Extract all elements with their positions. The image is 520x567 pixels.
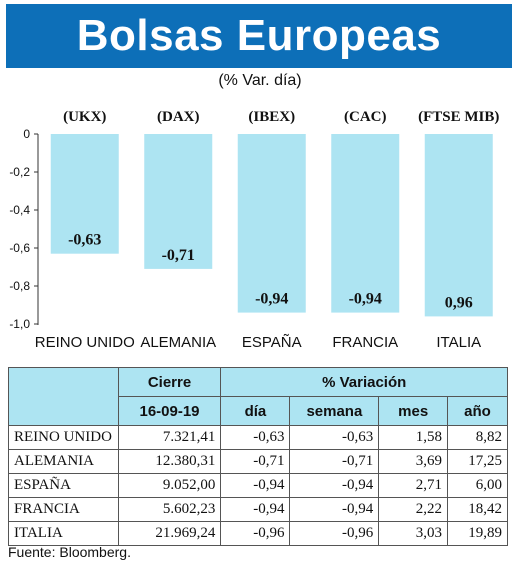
cierre-cell: 9.052,00 [117,473,222,498]
category-label: ITALIA [436,334,481,351]
row-name-cell: ITALIA [8,521,119,546]
bar [331,134,400,313]
semana-cell: -0,63 [289,425,380,450]
header-dia: día [220,396,291,426]
y-tick-label: -0,2 [9,165,30,179]
bar [424,134,493,317]
chart-subtitle: (% Var. día) [218,72,302,89]
dia-cell: -0,96 [220,521,291,546]
chart-title: Bolsas Europeas [76,11,442,60]
data-label: -0,94 [255,291,288,308]
ano-cell: 18,42 [447,497,508,522]
row-name-cell: REINO UNIDO [8,425,119,450]
header-mes: mes [378,396,449,426]
table-sub-header-row: 16-09-19 día semana mes año [9,396,508,426]
header-variacion: % Variación [220,367,508,397]
cierre-cell: 5.602,23 [117,497,222,522]
mes-cell: 1,58 [378,425,449,450]
index-table: Cierre % Variación 16-09-19 día semana m… [8,367,508,546]
data-label: -0,71 [162,247,195,264]
table-row: ALEMANIA 12.380,31 -0,71 -0,71 3,69 17,25 [8,449,508,474]
dia-cell: -0,71 [220,449,291,474]
bar-chart: 0 -0,2 -0,4 -0,6 -0,8 -1,0 (UKX) -0,63 REINO UNI… [9,109,499,351]
header-date: 16-09-19 [117,396,222,426]
ano-cell: 17,25 [447,449,508,474]
semana-cell: -0,96 [289,521,380,546]
ticker-label: (CAC) [344,109,387,125]
semana-cell: -0,94 [289,497,380,522]
y-tick-label: 0 [23,127,30,141]
dia-cell: -0,94 [220,497,291,522]
category-label: ALEMANIA [140,334,216,351]
mes-cell: 2,71 [378,473,449,498]
cierre-cell: 12.380,31 [117,449,222,474]
ticker-label: (FTSE MIB) [418,109,499,125]
ticker-label: (DAX) [157,109,200,125]
semana-cell: -0,94 [289,473,380,498]
row-name-cell: FRANCIA [8,497,119,522]
header-cierre: Cierre [117,367,222,397]
title-banner: Bolsas Europeas [6,4,512,68]
cierre-cell: 21.969,24 [117,521,222,546]
source-note: Fuente: Bloomberg. [8,544,131,560]
y-tick-label: -0,4 [9,203,30,217]
category-label: ESPAÑA [242,334,302,351]
bar [50,134,119,254]
table-body: REINO UNIDO 7.321,41 -0,63 -0,63 1,58 8,82 ALE… [8,425,508,546]
y-tick-label: -1,0 [9,317,30,331]
ticker-label: (UKX) [63,109,106,125]
data-table-container: Cierre % Variación 16-09-19 día semana m… [8,367,508,546]
y-tick-label: -0,8 [9,279,30,293]
mes-cell: 3,03 [378,521,449,546]
corner-header-cell [8,367,119,426]
category-label: REINO UNIDO [35,334,135,351]
table-row: ESPAÑA 9.052,00 -0,94 -0,94 2,71 6,00 [8,473,508,498]
bar [144,134,213,269]
cierre-cell: 7.321,41 [117,425,222,450]
dia-cell: -0,63 [220,425,291,450]
ticker-label: (IBEX) [248,109,295,125]
dia-cell: -0,94 [220,473,291,498]
table-row: REINO UNIDO 7.321,41 -0,63 -0,63 1,58 8,82 [8,425,508,450]
bar [237,134,306,313]
ano-cell: 19,89 [447,521,508,546]
header-semana: semana [289,396,380,426]
y-tick-label: -0,6 [9,241,30,255]
table-row: FRANCIA 5.602,23 -0,94 -0,94 2,22 18,42 [8,497,508,522]
mes-cell: 2,22 [378,497,449,522]
header-ano: año [447,396,508,426]
row-name-cell: ALEMANIA [8,449,119,474]
data-label: -0,94 [349,291,382,308]
row-name-cell: ESPAÑA [8,473,119,498]
table-row: ITALIA 21.969,24 -0,96 -0,96 3,03 19,89 [8,521,508,546]
table-group-header-row: Cierre % Variación [8,367,508,426]
ano-cell: 8,82 [447,425,508,450]
data-label: 0,96 [445,294,473,311]
semana-cell: -0,71 [289,449,380,474]
mes-cell: 3,69 [378,449,449,474]
ano-cell: 6,00 [447,473,508,498]
category-label: FRANCIA [332,334,398,351]
data-label: -0,63 [68,232,101,249]
